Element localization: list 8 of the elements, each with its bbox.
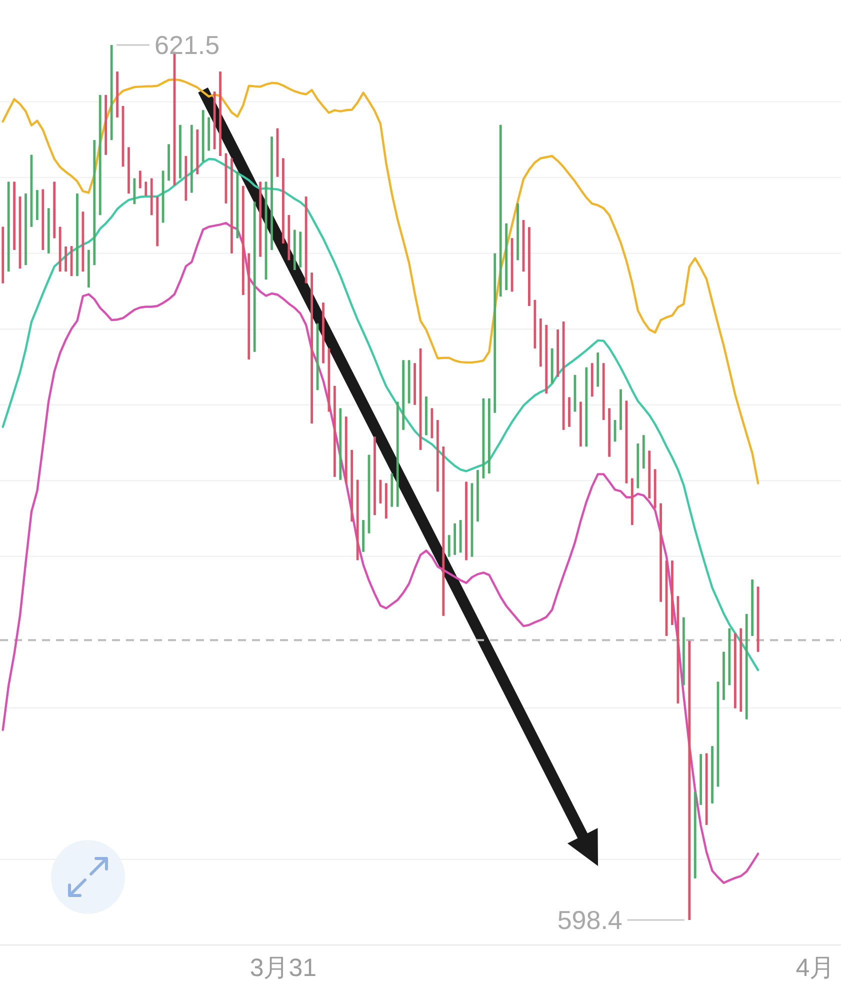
- candlestick: [448, 534, 450, 558]
- candlestick: [379, 479, 382, 504]
- x-tick-label: 4月: [796, 954, 835, 982]
- annotation: 598.4: [557, 905, 622, 936]
- annotation: 621.5: [154, 30, 220, 60]
- candlestick: [144, 181, 148, 196]
- x-tick-label: 3月31: [250, 954, 317, 982]
- candlestick: [614, 419, 616, 442]
